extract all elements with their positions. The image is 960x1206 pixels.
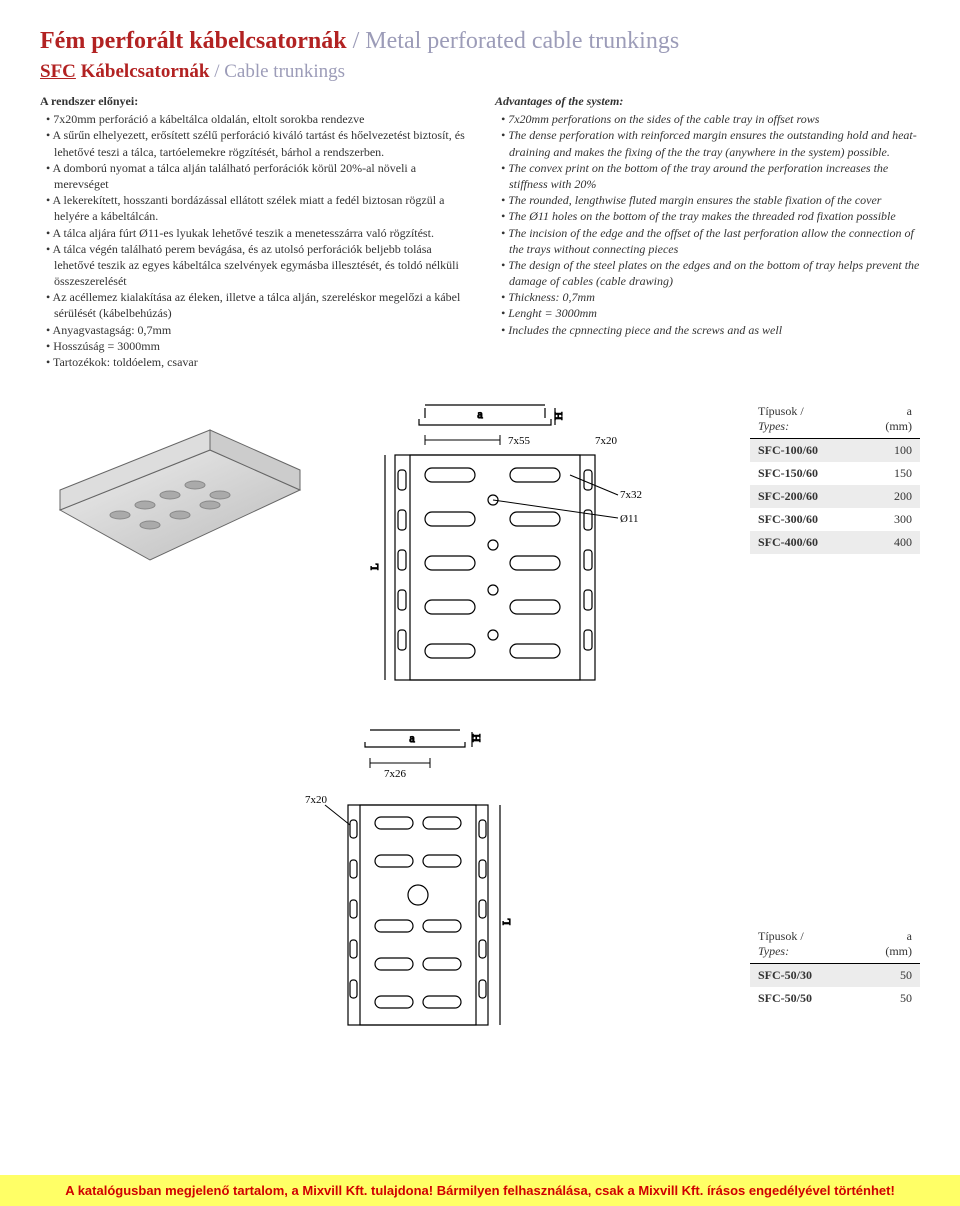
left-bullet: A domború nyomat a tálca alján található… bbox=[40, 160, 465, 192]
left-head: A rendszer előnyei: bbox=[40, 93, 465, 109]
left-bullet: Az acéllemez kialakítása az éleken, ille… bbox=[40, 289, 465, 321]
title-en: Metal perforated cable trunkings bbox=[365, 28, 679, 54]
right-column: Advantages of the system: 7x20mm perfora… bbox=[495, 93, 920, 370]
right-bullet: Includes the cpnnecting piece and the sc… bbox=[495, 322, 920, 338]
dim-H: H bbox=[553, 412, 565, 420]
dim-7x20-2: 7x20 bbox=[305, 794, 328, 806]
dim-7x20: 7x20 bbox=[595, 435, 618, 447]
dim-o11: Ø11 bbox=[620, 513, 639, 525]
right-bullet: The dense perforation with reinforced ma… bbox=[495, 127, 920, 159]
cell-code: SFC-300/60 bbox=[750, 508, 859, 531]
table-row: SFC-100/60100 bbox=[750, 439, 920, 463]
dim-L: L bbox=[369, 563, 381, 570]
right-bullet: The Ø11 holes on the bottom of the tray … bbox=[495, 208, 920, 224]
right-bullet: 7x20mm perforations on the sides of the … bbox=[495, 111, 920, 127]
right-bullet: The rounded, lengthwise fluted margin en… bbox=[495, 192, 920, 208]
table-row: SFC-300/60300 bbox=[750, 508, 920, 531]
diagram-section-2: a H 7x26 bbox=[40, 725, 920, 1040]
th-type: Típusok /Types: bbox=[750, 400, 859, 439]
cell-code: SFC-200/60 bbox=[750, 485, 859, 508]
left-bullet: A tálca aljára fúrt Ø11-es lyukak lehető… bbox=[40, 225, 465, 241]
left-bullet: A tálca végén található perem bevágása, … bbox=[40, 241, 465, 290]
table-row: SFC-50/3050 bbox=[750, 964, 920, 988]
footer-notice: A katalógusban megjelenő tartalom, a Mix… bbox=[0, 1175, 960, 1206]
type-table-2: Típusok /Types: a(mm) SFC-50/3050SFC-50/… bbox=[750, 925, 920, 1010]
table-row: SFC-200/60200 bbox=[750, 485, 920, 508]
th-type-2: Típusok /Types: bbox=[750, 925, 856, 964]
left-bullet: A lekerekített, hosszanti bordázással el… bbox=[40, 192, 465, 224]
type-table-1-wrap: Típusok /Types: a(mm) SFC-100/60100SFC-1… bbox=[750, 400, 920, 554]
cross-section-2: a H 7x26 bbox=[300, 725, 560, 1040]
tray-photo bbox=[40, 400, 320, 575]
title-hu: Fém perforált kábelcsatornák bbox=[40, 28, 347, 54]
cell-a: 300 bbox=[859, 508, 920, 531]
cell-a: 50 bbox=[856, 964, 920, 988]
cell-a: 50 bbox=[856, 987, 920, 1010]
cell-code: SFC-50/50 bbox=[750, 987, 856, 1010]
right-bullet: The incision of the edge and the offset … bbox=[495, 225, 920, 257]
table-row: SFC-400/60400 bbox=[750, 531, 920, 554]
diagram-section-1: a H 7x55 7x20 bbox=[40, 400, 920, 695]
subtitle-en: Cable trunkings bbox=[224, 61, 345, 82]
right-bullet: Lenght = 3000mm bbox=[495, 305, 920, 321]
cell-code: SFC-50/30 bbox=[750, 964, 856, 988]
table-row: SFC-150/60150 bbox=[750, 462, 920, 485]
subtitle-hu: Kábelcsatornák bbox=[81, 61, 210, 82]
dim-7x55: 7x55 bbox=[508, 435, 531, 447]
left-bullet: 7x20mm perforáció a kábeltálca oldalán, … bbox=[40, 111, 465, 127]
type-table-2-wrap: Típusok /Types: a(mm) SFC-50/3050SFC-50/… bbox=[750, 925, 920, 1010]
cell-a: 200 bbox=[859, 485, 920, 508]
cell-a: 150 bbox=[859, 462, 920, 485]
cell-a: 100 bbox=[859, 439, 920, 463]
table-row: SFC-50/5050 bbox=[750, 987, 920, 1010]
left-bullet: Tartozékok: toldóelem, csavar bbox=[40, 354, 465, 370]
dim-L-2: L bbox=[501, 918, 513, 925]
subtitle-code: SFC bbox=[40, 61, 76, 82]
cross-section-1: a H 7x55 7x20 bbox=[340, 400, 670, 695]
th-a-2: a(mm) bbox=[856, 925, 920, 964]
dim-7x26: 7x26 bbox=[384, 768, 407, 780]
dim-a: a bbox=[477, 407, 483, 421]
type-table-1: Típusok /Types: a(mm) SFC-100/60100SFC-1… bbox=[750, 400, 920, 554]
advantages-columns: A rendszer előnyei: 7x20mm perforáció a … bbox=[40, 93, 920, 370]
th-a: a(mm) bbox=[859, 400, 920, 439]
cell-code: SFC-150/60 bbox=[750, 462, 859, 485]
right-bullet: Thickness: 0,7mm bbox=[495, 289, 920, 305]
cell-code: SFC-100/60 bbox=[750, 439, 859, 463]
page-title: Fém perforált kábelcsatornák / Metal per… bbox=[40, 28, 920, 55]
dim-H-2: H bbox=[471, 734, 483, 742]
cell-a: 400 bbox=[859, 531, 920, 554]
left-column: A rendszer előnyei: 7x20mm perforáció a … bbox=[40, 93, 465, 370]
left-bullet: Hosszúság = 3000mm bbox=[40, 338, 465, 354]
dim-a-2: a bbox=[409, 731, 415, 745]
left-bullet: A sűrűn elhelyezett, erősített szélű per… bbox=[40, 127, 465, 159]
page-subtitle: SFC Kábelcsatornák / Cable trunkings bbox=[40, 61, 920, 83]
right-head: Advantages of the system: bbox=[495, 93, 920, 109]
left-bullet: Anyagvastagság: 0,7mm bbox=[40, 322, 465, 338]
dim-7x32: 7x32 bbox=[620, 489, 642, 501]
cell-code: SFC-400/60 bbox=[750, 531, 859, 554]
right-bullet: The design of the steel plates on the ed… bbox=[495, 257, 920, 289]
right-bullet: The convex print on the bottom of the tr… bbox=[495, 160, 920, 192]
